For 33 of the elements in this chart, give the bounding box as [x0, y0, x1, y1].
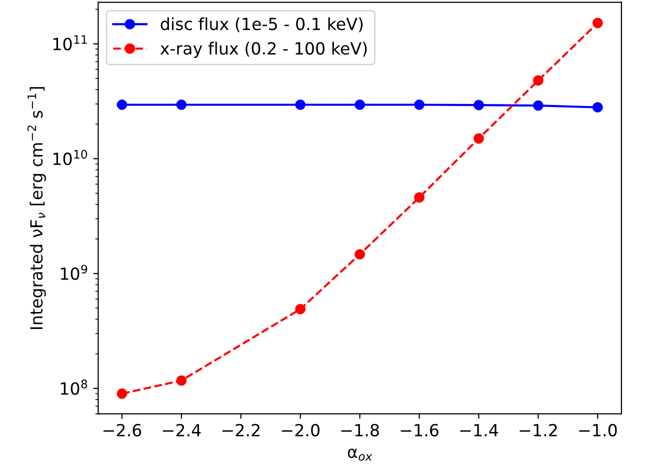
x-axis-title: α$_{ox}$	[348, 448, 372, 461]
point	[295, 100, 306, 110]
point	[474, 100, 484, 110]
point	[116, 100, 128, 110]
x-tick-label: −2.4	[162, 424, 201, 436]
y-tick-label: 10$^{10}$	[53, 150, 88, 166]
x-tick-label: −1.8	[341, 424, 379, 436]
legend-label: disc flux (1e-5 - 0.1 keV)	[160, 17, 363, 32]
point	[176, 100, 187, 110]
x-tick-label: −1.0	[579, 424, 617, 436]
x-tick-label: −1.2	[520, 424, 557, 436]
y-tick-label: 10$^{11}$	[53, 35, 87, 50]
point	[414, 100, 424, 110]
point	[354, 249, 366, 260]
point	[414, 192, 424, 203]
y-axis-title: Integrated νF$_{ν}$ [erg cm$^{−2}$ s$^{−1}$]	[27, 87, 46, 329]
x-tick-label: −1.6	[400, 424, 438, 436]
y-tick-label: 10$^{8}$	[60, 380, 88, 395]
point	[354, 100, 366, 110]
point	[532, 75, 544, 86]
point	[592, 18, 603, 28]
y-tick-label: 10$^{9}$	[60, 264, 88, 280]
legend-label: x-ray flux (0.2 - 100 keV)	[160, 42, 367, 58]
point	[474, 133, 484, 144]
point	[592, 102, 603, 113]
x-tick-label: −2.0	[282, 424, 320, 436]
point	[116, 388, 128, 399]
point	[176, 375, 187, 386]
x-tick-label: −2.6	[104, 424, 142, 436]
point	[532, 100, 544, 111]
point	[295, 304, 306, 314]
x-tick-label: −2.2	[222, 424, 260, 436]
x-tick-label: −1.4	[460, 424, 498, 436]
